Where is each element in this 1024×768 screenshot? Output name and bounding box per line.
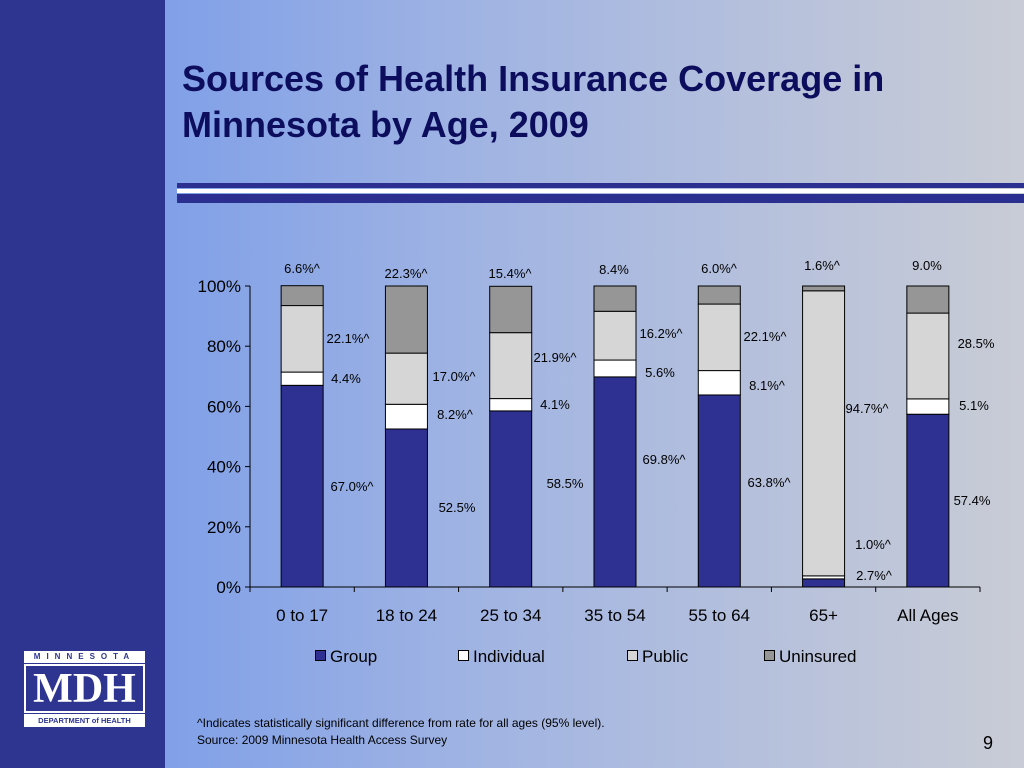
logo-department-text: DEPARTMENT of HEALTH (24, 714, 145, 727)
legend-swatch (764, 650, 775, 661)
y-tick-label: 40% (207, 458, 241, 477)
legend-item-individual: Individual (458, 647, 545, 667)
data-label-public: 22.1%^ (744, 329, 788, 344)
data-label-group: 58.5% (547, 476, 584, 491)
data-label-group: 67.0%^ (331, 479, 375, 494)
bar-segment-uninsured (802, 285, 846, 292)
data-label-individual: 8.1%^ (749, 378, 786, 393)
bar-segment-public (802, 290, 846, 577)
bar-segment-uninsured (489, 285, 533, 334)
bar-segment-uninsured (384, 285, 428, 354)
y-tick-label: 20% (207, 518, 241, 537)
bar-segment-public (906, 312, 950, 400)
bar-segment-group (802, 578, 846, 588)
data-label-uninsured: 8.4% (599, 262, 629, 277)
legend-label: Group (330, 647, 378, 666)
data-label-public: 94.7%^ (846, 401, 890, 416)
bar-segment-individual (489, 398, 533, 412)
x-tick-label: All Ages (897, 606, 958, 625)
stacked-bar-chart: 0% 20% 40% 60% 80% 100% 0 to 17 18 to 24 25 to 3… (198, 258, 995, 625)
data-label-uninsured: 1.6%^ (804, 258, 841, 273)
data-label-uninsured: 15.4%^ (489, 266, 533, 281)
data-label-public: 28.5% (958, 336, 995, 351)
bar-segment-public (384, 352, 428, 405)
bar-segment-public (593, 310, 637, 361)
bar-segment-individual (384, 403, 428, 430)
data-label-individual: 1.0%^ (855, 537, 892, 552)
bar-segment-group (906, 413, 950, 588)
data-label-uninsured: 9.0% (912, 258, 942, 273)
slide-title: Sources of Health Insurance Coverage in … (182, 58, 885, 145)
title-rule-bottom (177, 194, 1024, 203)
logo-mdh-text: MDH (24, 664, 145, 713)
bar-segment-group (280, 384, 324, 588)
data-label-individual: 4.1% (540, 397, 570, 412)
legend-item-public: Public (627, 647, 688, 667)
x-tick-label: 0 to 17 (276, 606, 328, 625)
data-label-group: 69.8%^ (643, 452, 687, 467)
data-label-uninsured: 6.0%^ (701, 261, 738, 276)
x-tick-label: 35 to 54 (584, 606, 645, 625)
mdh-logo: MINNESOTA MDH DEPARTMENT of HEALTH (24, 651, 145, 727)
bar-segment-public (280, 305, 324, 373)
x-tick-label: 55 to 64 (689, 606, 750, 625)
data-label-public: 17.0%^ (433, 369, 477, 384)
footnote-block: ^Indicates statistically significant dif… (197, 715, 605, 749)
bar-segment-uninsured (697, 285, 741, 305)
y-tick-label: 0% (216, 578, 241, 597)
y-tick-label: 80% (207, 337, 241, 356)
legend-item-group: Group (315, 647, 377, 667)
title-rule-top (177, 183, 1024, 188)
legend-swatch (627, 650, 638, 661)
source-note: Source: 2009 Minnesota Health Access Sur… (197, 733, 448, 747)
bar-segment-uninsured (280, 285, 324, 307)
legend-swatch (458, 650, 469, 661)
bar-segment-uninsured (906, 285, 950, 314)
bar-segment-public (697, 303, 741, 372)
bar-segment-public (489, 332, 533, 400)
left-accent-band (0, 0, 165, 768)
legend-item-uninsured: Uninsured (764, 647, 857, 667)
x-tick-label: 25 to 34 (480, 606, 541, 625)
data-label-uninsured: 6.6%^ (284, 261, 321, 276)
data-label-group: 52.5% (439, 500, 476, 515)
bar-segment-group (489, 410, 533, 588)
data-label-uninsured: 22.3%^ (385, 266, 429, 281)
legend-swatch (315, 650, 326, 661)
data-label-individual: 8.2%^ (437, 407, 474, 422)
x-tick-label: 18 to 24 (376, 606, 437, 625)
x-tick-label: 65+ (809, 606, 838, 625)
data-label-group: 2.7%^ (856, 568, 893, 583)
data-label-individual: 5.6% (645, 365, 675, 380)
data-label-public: 16.2%^ (640, 326, 684, 341)
logo-state-text: MINNESOTA (24, 651, 145, 663)
bar-segment-uninsured (593, 285, 637, 312)
y-tick-label: 100% (198, 277, 241, 296)
data-label-individual: 4.4% (331, 371, 361, 386)
data-label-public: 21.9%^ (534, 350, 578, 365)
legend-label: Public (642, 647, 689, 666)
bar-segment-individual (593, 359, 637, 378)
bar-segment-group (697, 394, 741, 588)
y-tick-label: 60% (207, 397, 241, 416)
bar-segment-individual (697, 370, 741, 396)
significance-footnote: ^Indicates statistically significant dif… (197, 716, 605, 730)
data-label-group: 63.8%^ (748, 475, 792, 490)
title-rule-gap (177, 189, 1024, 193)
bar-segment-individual (280, 371, 324, 386)
bar-segment-group (593, 376, 637, 588)
legend-label: Uninsured (779, 647, 857, 666)
page-number: 9 (983, 733, 994, 753)
bar-segment-individual (906, 398, 950, 415)
legend-label: Individual (473, 647, 545, 666)
bar-segment-group (384, 428, 428, 588)
data-label-individual: 5.1% (959, 398, 989, 413)
data-label-public: 22.1%^ (327, 331, 371, 346)
data-label-group: 57.4% (954, 493, 991, 508)
